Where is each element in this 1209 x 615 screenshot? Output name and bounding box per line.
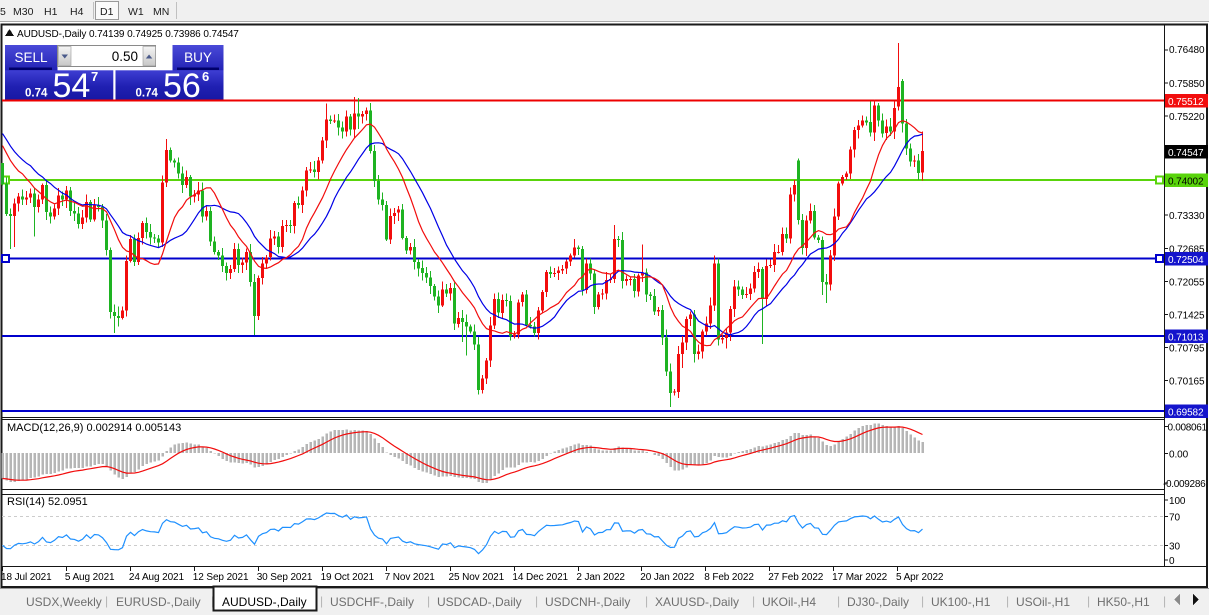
svg-text:W1: W1 (128, 6, 144, 18)
svg-text:|: | (1087, 594, 1090, 608)
svg-text:USDCAD-,Daily: USDCAD-,Daily (437, 595, 522, 609)
svg-text:0.74002: 0.74002 (1168, 177, 1204, 188)
svg-text:UK100-,H1: UK100-,H1 (931, 595, 991, 609)
svg-text:0.72055: 0.72055 (1169, 278, 1205, 289)
svg-text:2 Jan 2022: 2 Jan 2022 (576, 572, 625, 583)
svg-text:0.74547: 0.74547 (1168, 148, 1204, 159)
svg-text:0.72504: 0.72504 (1168, 255, 1204, 266)
svg-text:0.008061: 0.008061 (1168, 423, 1208, 434)
svg-text:USDCHF-,Daily: USDCHF-,Daily (330, 595, 414, 609)
svg-text:RSI(14) 52.0951: RSI(14) 52.0951 (7, 496, 88, 508)
svg-text:5: 5 (0, 6, 6, 18)
svg-text:UKOil-,H4: UKOil-,H4 (762, 595, 816, 609)
svg-text:|: | (105, 594, 108, 608)
svg-text:|: | (1006, 594, 1009, 608)
svg-text:30 Sep 2021: 30 Sep 2021 (257, 572, 313, 583)
svg-text:H4: H4 (70, 6, 84, 18)
svg-text:EURUSD-,Daily: EURUSD-,Daily (116, 595, 201, 609)
svg-text:0.75850: 0.75850 (1169, 79, 1205, 90)
svg-text:USDCNH-,Daily: USDCNH-,Daily (545, 595, 630, 609)
svg-text:5 Aug 2021: 5 Aug 2021 (65, 572, 115, 583)
svg-text:25 Nov 2021: 25 Nov 2021 (449, 572, 505, 583)
svg-text:|: | (1163, 594, 1166, 608)
svg-text:|: | (427, 594, 430, 608)
svg-text:70: 70 (1169, 513, 1180, 524)
svg-text:0.76480: 0.76480 (1169, 45, 1205, 56)
svg-text:24 Aug 2021: 24 Aug 2021 (129, 572, 185, 583)
svg-text:20 Jan 2022: 20 Jan 2022 (640, 572, 694, 583)
svg-text:0: 0 (1169, 556, 1175, 567)
svg-text:0.69582: 0.69582 (1168, 408, 1204, 419)
svg-text:USOil-,H1: USOil-,H1 (1016, 595, 1070, 609)
svg-text:54: 54 (53, 67, 91, 105)
svg-text:HK50-,H1: HK50-,H1 (1097, 595, 1150, 609)
svg-text:0.73330: 0.73330 (1169, 211, 1205, 222)
svg-text:|: | (752, 594, 755, 608)
svg-text:14 Dec 2021: 14 Dec 2021 (512, 572, 568, 583)
svg-text:AUDUSD-,Daily 0.74139 0.74925: AUDUSD-,Daily 0.74139 0.74925 0.73986 0.… (17, 29, 239, 40)
svg-text:|: | (921, 594, 924, 608)
svg-text:30: 30 (1169, 542, 1180, 553)
svg-text:0.50: 0.50 (112, 49, 138, 64)
svg-text:6: 6 (202, 69, 209, 84)
svg-text:17 Mar 2022: 17 Mar 2022 (832, 572, 888, 583)
svg-text:7: 7 (91, 69, 98, 84)
svg-text:7 Nov 2021: 7 Nov 2021 (385, 572, 436, 583)
svg-text:XAUUSD-,Daily: XAUUSD-,Daily (655, 595, 739, 609)
svg-text:0.75512: 0.75512 (1168, 97, 1204, 108)
svg-text:M30: M30 (13, 6, 34, 18)
svg-text:H1: H1 (44, 6, 58, 18)
svg-text:56: 56 (163, 67, 201, 105)
svg-text:18 Jul 2021: 18 Jul 2021 (1, 572, 52, 583)
svg-text:8 Feb 2022: 8 Feb 2022 (704, 572, 754, 583)
svg-text:AUDUSD-,Daily: AUDUSD-,Daily (222, 595, 307, 609)
svg-text:|: | (645, 594, 648, 608)
svg-text:12 Sep 2021: 12 Sep 2021 (193, 572, 249, 583)
svg-text:SELL: SELL (14, 50, 48, 65)
svg-text:|: | (535, 594, 538, 608)
svg-text:0.70795: 0.70795 (1169, 344, 1205, 355)
svg-text:0.75220: 0.75220 (1169, 112, 1205, 123)
svg-text:19 Oct 2021: 19 Oct 2021 (321, 572, 375, 583)
svg-text:|: | (837, 594, 840, 608)
svg-text:DJ30-,Daily: DJ30-,Daily (847, 595, 909, 609)
svg-text:MACD(12,26,9) 0.002914 0.00514: MACD(12,26,9) 0.002914 0.005143 (7, 422, 181, 434)
svg-text:D1: D1 (100, 6, 114, 18)
svg-text:|: | (320, 594, 323, 608)
svg-text:100: 100 (1169, 496, 1186, 507)
svg-text:BUY: BUY (184, 50, 212, 65)
svg-text:0.72685: 0.72685 (1169, 245, 1205, 256)
svg-text:|: | (211, 594, 214, 608)
svg-text:0.74: 0.74 (25, 87, 48, 99)
svg-text:27 Feb 2022: 27 Feb 2022 (768, 572, 824, 583)
svg-text:0.71013: 0.71013 (1168, 333, 1204, 344)
svg-text:0.00: 0.00 (1169, 450, 1189, 461)
svg-text:0.71425: 0.71425 (1169, 311, 1205, 322)
svg-text:MN: MN (153, 6, 169, 18)
svg-text:0.74: 0.74 (136, 87, 159, 99)
svg-text:USDX,Weekly: USDX,Weekly (26, 595, 102, 609)
svg-text:-0.009286: -0.009286 (1163, 479, 1206, 490)
svg-text:0.70165: 0.70165 (1169, 377, 1205, 388)
svg-text:5 Apr 2022: 5 Apr 2022 (896, 572, 944, 583)
